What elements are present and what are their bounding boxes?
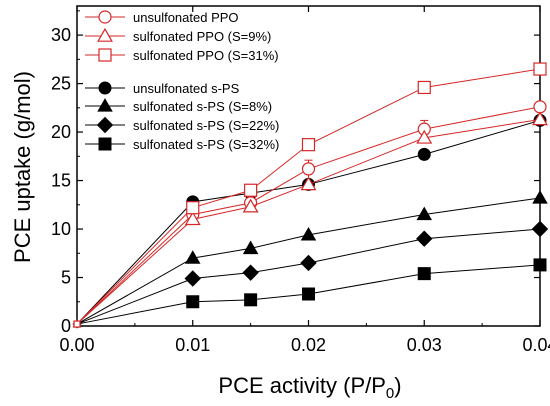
legend-entry-1: sulfonated PPO (S=9%) bbox=[85, 27, 271, 44]
series-line bbox=[76, 119, 541, 325]
data-point bbox=[416, 206, 433, 221]
legend-entry-2: sulfonated PPO (S=31%) bbox=[85, 48, 279, 63]
y-tick-label: 20 bbox=[51, 122, 71, 142]
series-line bbox=[76, 118, 541, 325]
y-tick-label: 30 bbox=[51, 25, 71, 45]
series-4 bbox=[72, 190, 548, 328]
data-point bbox=[417, 80, 431, 95]
data-point bbox=[417, 147, 431, 161]
legend-entry-5: sulfonated s-PS (S=22%) bbox=[85, 116, 279, 134]
y-tick-label: 25 bbox=[51, 74, 71, 94]
legend-label: sulfonated s-PS (S=32%) bbox=[133, 137, 279, 152]
data-point bbox=[98, 10, 112, 24]
data-point bbox=[184, 270, 201, 287]
legend-label: sulfonated s-PS (S=8%) bbox=[133, 99, 272, 114]
legend-entry-3: unsulfonated s-PS bbox=[85, 81, 240, 96]
x-tick-label: 0.00 bbox=[59, 335, 94, 355]
series-line bbox=[76, 106, 541, 325]
data-point bbox=[417, 267, 431, 281]
x-tick-label: 0.04 bbox=[522, 335, 550, 355]
data-point bbox=[244, 293, 258, 307]
x-axis-label: PCE activity (P/P0) bbox=[218, 373, 401, 402]
series-line bbox=[76, 197, 541, 325]
data-point bbox=[532, 111, 548, 126]
series-2 bbox=[73, 62, 547, 328]
data-point bbox=[242, 198, 259, 213]
data-point bbox=[301, 138, 316, 152]
data-point bbox=[301, 162, 316, 176]
data-point bbox=[533, 258, 547, 272]
data-point bbox=[300, 176, 317, 191]
data-point bbox=[416, 129, 433, 144]
legend-label: unsulfonated PPO bbox=[133, 10, 239, 25]
legend-entry-4: sulfonated s-PS (S=8%) bbox=[85, 98, 272, 114]
y-tick-label: 15 bbox=[51, 171, 71, 191]
data-point bbox=[416, 230, 433, 247]
series-line bbox=[76, 68, 541, 325]
data-point bbox=[96, 116, 114, 134]
x-tick-label: 0.03 bbox=[407, 335, 442, 355]
series-layer bbox=[72, 62, 549, 329]
legend-entry-6: sulfonated s-PS (S=32%) bbox=[85, 137, 279, 152]
data-point bbox=[186, 295, 200, 309]
data-point bbox=[98, 81, 112, 95]
data-point bbox=[302, 287, 315, 301]
data-point bbox=[533, 62, 547, 76]
data-point bbox=[300, 254, 317, 272]
legend-entry-0: unsulfonated PPO bbox=[85, 10, 239, 25]
data-point bbox=[184, 250, 201, 264]
data-point bbox=[300, 226, 317, 241]
data-point bbox=[532, 190, 548, 204]
data-point bbox=[242, 264, 259, 281]
data-point bbox=[97, 98, 113, 112]
y-tick-label: 0 bbox=[61, 316, 71, 336]
data-point bbox=[98, 137, 112, 151]
series-6 bbox=[73, 258, 547, 328]
x-tick-label: 0.01 bbox=[175, 335, 210, 355]
series-line bbox=[76, 228, 541, 325]
data-point bbox=[244, 183, 258, 197]
legend-label: unsulfonated s-PS bbox=[133, 81, 240, 96]
y-axis-label: PCE uptake (g/mol) bbox=[10, 71, 35, 263]
series-line bbox=[76, 264, 541, 325]
axis-ticks: 0.00 0.01 0.02 0.03 0.04 0 5 10 15 20 25 30 bbox=[51, 6, 550, 355]
legend: unsulfonated PPO sulfonated PPO (S=9%) sul… bbox=[85, 10, 279, 152]
y-tick-label: 5 bbox=[61, 268, 71, 288]
data-point bbox=[242, 240, 259, 255]
data-point bbox=[98, 48, 112, 62]
data-point bbox=[97, 27, 113, 42]
legend-label: sulfonated s-PS (S=22%) bbox=[133, 118, 279, 133]
legend-label: sulfonated PPO (S=31%) bbox=[133, 48, 279, 63]
x-tick-label: 0.02 bbox=[291, 335, 326, 355]
legend-label: sulfonated PPO (S=9%) bbox=[133, 29, 271, 44]
y-tick-label: 10 bbox=[51, 219, 71, 239]
data-point bbox=[73, 320, 81, 328]
series-1 bbox=[72, 111, 548, 328]
data-point bbox=[531, 220, 549, 238]
data-point bbox=[186, 201, 200, 215]
data-point bbox=[533, 100, 547, 114]
data-point bbox=[184, 211, 201, 226]
